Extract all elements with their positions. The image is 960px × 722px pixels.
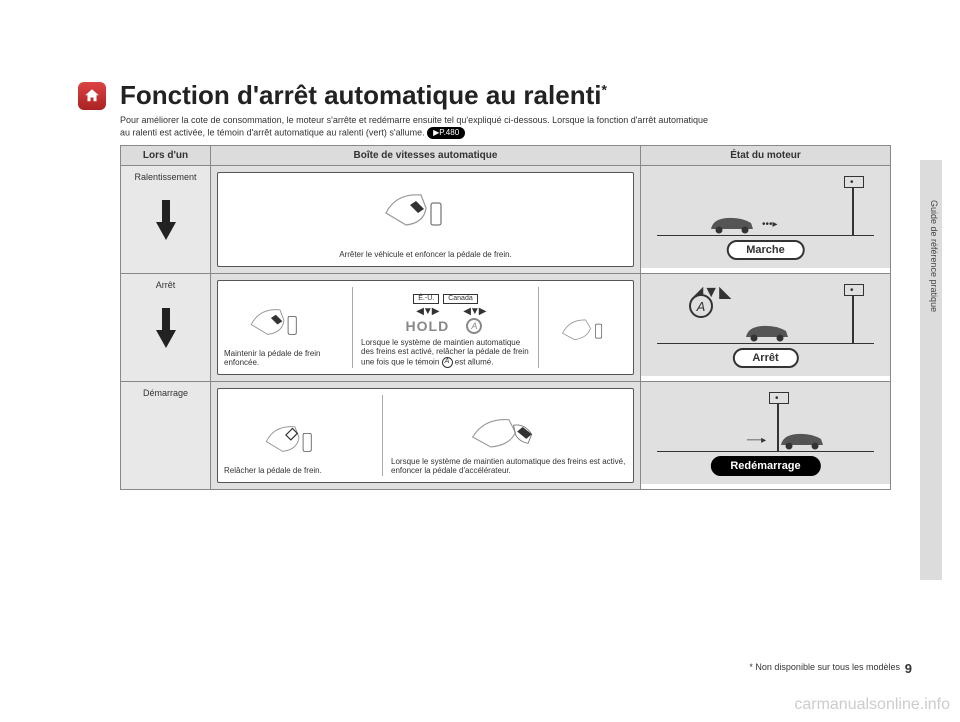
auto-idle-indicator-icon: A [466,318,482,334]
region-ca: Canada [443,294,478,304]
brake-release-graphic [254,417,344,462]
signpost-icon [852,288,854,343]
car-icon [742,321,792,343]
indicator-arrows-icon: ◀▼▶ [406,306,450,318]
row2-left-caption: Maintenir la pédale de frein enfoncée. [224,349,344,368]
row1-content-cell: Arrêter le véhicule et enfoncer la pédal… [211,166,641,274]
row3-engine-cell: ──▸ Redémarrage [641,382,891,490]
header-col2: Boîte de vitesses automatique [211,146,641,166]
table-row: Démarrage Relâcher la pédale de frei [121,382,891,490]
signpost-icon [852,180,854,235]
row3-label-cell: Démarrage [121,382,211,490]
page-content: Fonction d'arrêt automatique au ralenti*… [75,80,905,490]
footnote: * Non disponible sur tous les modèles [120,662,900,672]
page-title: Fonction d'arrêt automatique au ralenti* [120,80,905,111]
row2-panel: Maintenir la pédale de frein enfoncée. É… [217,280,634,375]
side-label: Guide de référence pratique [929,200,939,312]
header-col1: Lors d'un [121,146,211,166]
accelerator-graphic [454,407,564,457]
engine-scene-marche: •••▸ Marche [647,172,884,262]
row1-caption: Arrêter le véhicule et enfoncer la pédal… [339,250,512,260]
page-number: 9 [905,661,912,676]
row3-right-caption: Lorsque le système de maintien automatiq… [391,457,627,476]
intro-text: Pour améliorer la cote de consommation, … [120,115,905,139]
status-redemarrage: Redémarrage [710,456,820,476]
table-header-row: Lors d'un Boîte de vitesses automatique … [121,146,891,166]
row2-engine-cell: ◢▼◣ A Arrêt [641,274,891,382]
arrow-down-icon [154,308,178,348]
header-col3: État du moteur [641,146,891,166]
car-icon [777,429,827,451]
title-asterisk: * [601,81,606,97]
row1-engine-cell: •••▸ Marche [641,166,891,274]
region-tags: É.-U. Canada [361,294,530,304]
row1-label: Ralentissement [123,172,208,182]
status-arret: Arrêt [732,348,798,368]
status-marche: Marche [726,240,805,260]
intro-line2: au ralenti est activée, le témoin d'arrê… [120,127,425,137]
row2-right-caption: Lorsque le système de maintien automatiq… [361,338,530,368]
row2-label-cell: Arrêt [121,274,211,382]
main-table: Lors d'un Boîte de vitesses automatique … [120,145,891,490]
row3-label: Démarrage [123,388,208,398]
table-row: Ralentissement Arrêter le vé [121,166,891,274]
row3-content-cell: Relâcher la pédale de frein. Lorsque le … [211,382,641,490]
region-us: É.-U. [413,294,439,304]
title-text: Fonction d'arrêt automatique au ralenti [120,80,601,110]
brake-pedal-hold-graphic [239,300,329,345]
row3-panel: Relâcher la pédale de frein. Lorsque le … [217,388,634,483]
car-icon [707,213,757,235]
page-ref-badge: ▶P.480 [427,127,465,139]
watermark: carmanualsonline.info [794,696,950,714]
motion-arrow-icon: ──▸ [747,435,766,446]
row3-left-caption: Relâcher la pédale de frein. [224,466,374,476]
table-row: Arrêt [121,274,891,382]
arrow-down-icon [154,200,178,240]
row2-label: Arrêt [123,280,208,290]
indicator-arrows-icon: ◀▼▶ [463,306,485,318]
intro-line1: Pour améliorer la cote de consommation, … [120,115,708,125]
auto-idle-big-icon: A [689,294,713,318]
foot-release-graphic [552,303,622,353]
brake-pedal-graphic [376,183,476,238]
row1-panel: Arrêter le véhicule et enfoncer la pédal… [217,172,634,267]
motion-dots-icon: •••▸ [762,219,778,230]
row1-label-cell: Ralentissement [121,166,211,274]
hold-label: HOLD [406,318,450,335]
engine-scene-arret: ◢▼◣ A Arrêt [647,280,884,370]
auto-idle-inline-icon: A [442,357,453,368]
engine-scene-redemarrage: ──▸ Redémarrage [647,388,884,478]
row2-content-cell: Maintenir la pédale de frein enfoncée. É… [211,274,641,382]
